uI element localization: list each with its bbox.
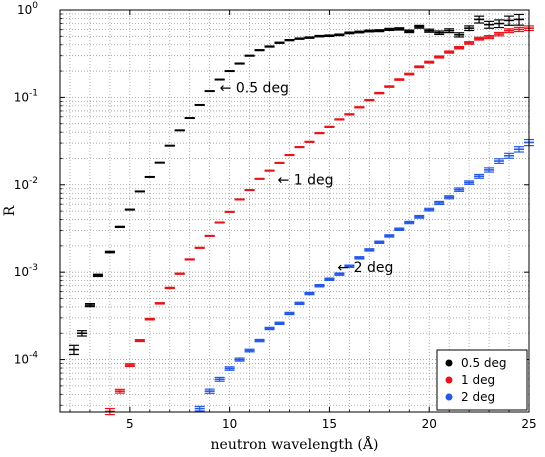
y-tick-base: 10: [14, 353, 29, 367]
x-axis-label: neutron wavelength (Å): [211, 435, 379, 453]
x-tick-label: 15: [322, 417, 337, 431]
annotations: ← 0.5 deg ← 1 deg ← 2 deg: [220, 80, 394, 275]
series-2-deg: [194, 138, 534, 412]
y-tick-base: 10: [17, 3, 32, 17]
x-tick-label: 10: [222, 417, 237, 431]
legend-entry: 2 deg: [461, 390, 495, 404]
annotation-label: ← 0.5 deg: [220, 80, 289, 96]
legend-marker: [445, 393, 453, 401]
series-0.5-deg: [68, 13, 525, 356]
y-tick-label: 10-3: [14, 263, 38, 279]
y-tick-label: 10-4: [14, 351, 39, 367]
legend-entry: 0.5 deg: [461, 356, 507, 370]
y-tick-label: 10-2: [14, 176, 38, 192]
series-layer: [68, 13, 534, 416]
legend-entry: 1 deg: [461, 373, 495, 387]
y-tick-exponent: -2: [29, 176, 38, 186]
x-tick-label: 25: [521, 417, 536, 431]
y-tick-base: 10: [14, 178, 29, 192]
x-tick-label: 20: [422, 417, 437, 431]
y-tick-base: 10: [14, 90, 29, 104]
y-axis-label: R: [2, 205, 18, 216]
y-tick-label: 100: [17, 1, 38, 17]
y-tick-base: 10: [14, 265, 29, 279]
annotation-label: ← 2 deg: [337, 260, 393, 276]
legend: 0.5 deg 1 deg 2 deg: [436, 349, 528, 411]
series-1-deg: [104, 25, 534, 416]
y-tick-label: 10-1: [14, 88, 38, 104]
x-tick-label: 5: [126, 417, 134, 431]
y-tick-exponent: -4: [29, 351, 38, 361]
annotation-label: ← 1 deg: [278, 172, 334, 188]
legend-marker: [445, 376, 453, 384]
y-tick-exponent: -1: [29, 88, 38, 98]
y-tick-exponent: -3: [29, 263, 38, 273]
y-tick-exponent: 0: [32, 1, 38, 11]
legend-marker: [445, 359, 453, 367]
